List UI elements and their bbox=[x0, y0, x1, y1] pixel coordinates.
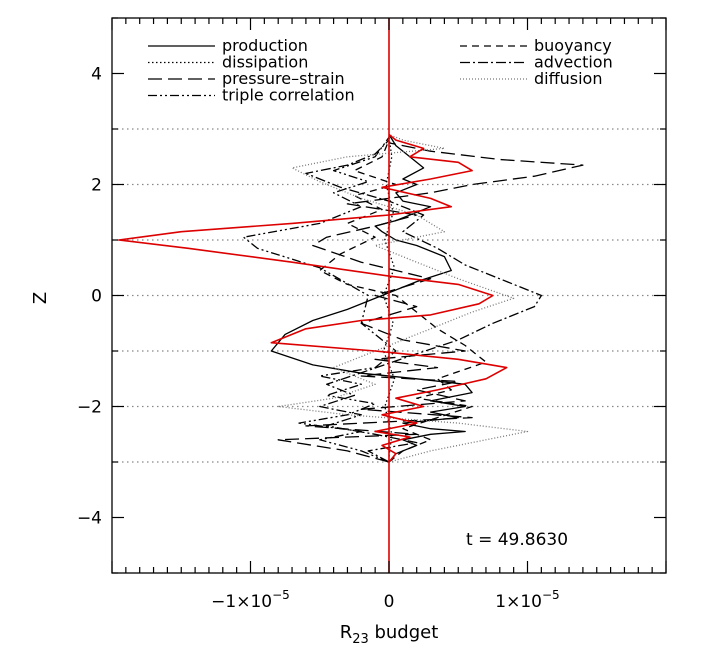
x-axis-title-sub: 23 bbox=[352, 632, 369, 647]
y-tick-label: −4 bbox=[77, 509, 102, 529]
series-line-dissipation bbox=[382, 137, 396, 457]
y-tick-label: 0 bbox=[91, 287, 102, 307]
y-tick-label: 2 bbox=[91, 176, 102, 196]
x-tick-label: 1×10−5 bbox=[495, 588, 559, 612]
time-annotation: t = 49.8630 bbox=[466, 530, 568, 550]
legend-label: diffusion bbox=[534, 69, 602, 88]
legend-label: buoyancy bbox=[534, 36, 612, 55]
x-tick-label: 0 bbox=[384, 592, 395, 612]
series-line-production bbox=[270, 134, 473, 463]
x-tick-mantissa: 1×10 bbox=[495, 592, 542, 612]
x-tick-exponent: −5 bbox=[272, 588, 290, 602]
series-line-buoyancy bbox=[319, 139, 487, 463]
legend-label: triple correlation bbox=[222, 86, 355, 105]
series-line-triple-correlation bbox=[242, 136, 397, 463]
x-tick-mantissa: −1×10 bbox=[211, 592, 272, 612]
legend: productiondissipationpressure–straintrip… bbox=[148, 36, 613, 105]
x-tick-mantissa: 0 bbox=[384, 592, 395, 612]
x-tick-exponent: −5 bbox=[542, 588, 560, 602]
series-layer bbox=[118, 18, 584, 573]
legend-label: pressure–strain bbox=[222, 69, 345, 88]
series-line-advection bbox=[305, 139, 543, 463]
x-axis-title-rest: budget bbox=[369, 622, 439, 643]
y-tick-label: −2 bbox=[77, 398, 102, 418]
axis-ticks bbox=[111, 17, 667, 574]
x-axis-title-base: R bbox=[340, 622, 353, 643]
legend-label: advection bbox=[534, 53, 613, 72]
y-axis-title: Z bbox=[30, 292, 51, 304]
series-line-total bbox=[118, 133, 508, 463]
series-line-diffusion bbox=[277, 133, 529, 463]
y-tick-label: 4 bbox=[91, 65, 102, 85]
legend-label: dissipation bbox=[222, 53, 308, 72]
x-axis-title: R23 budget bbox=[340, 622, 439, 647]
legend-label: production bbox=[222, 36, 308, 55]
x-tick-label: −1×10−5 bbox=[211, 588, 290, 612]
